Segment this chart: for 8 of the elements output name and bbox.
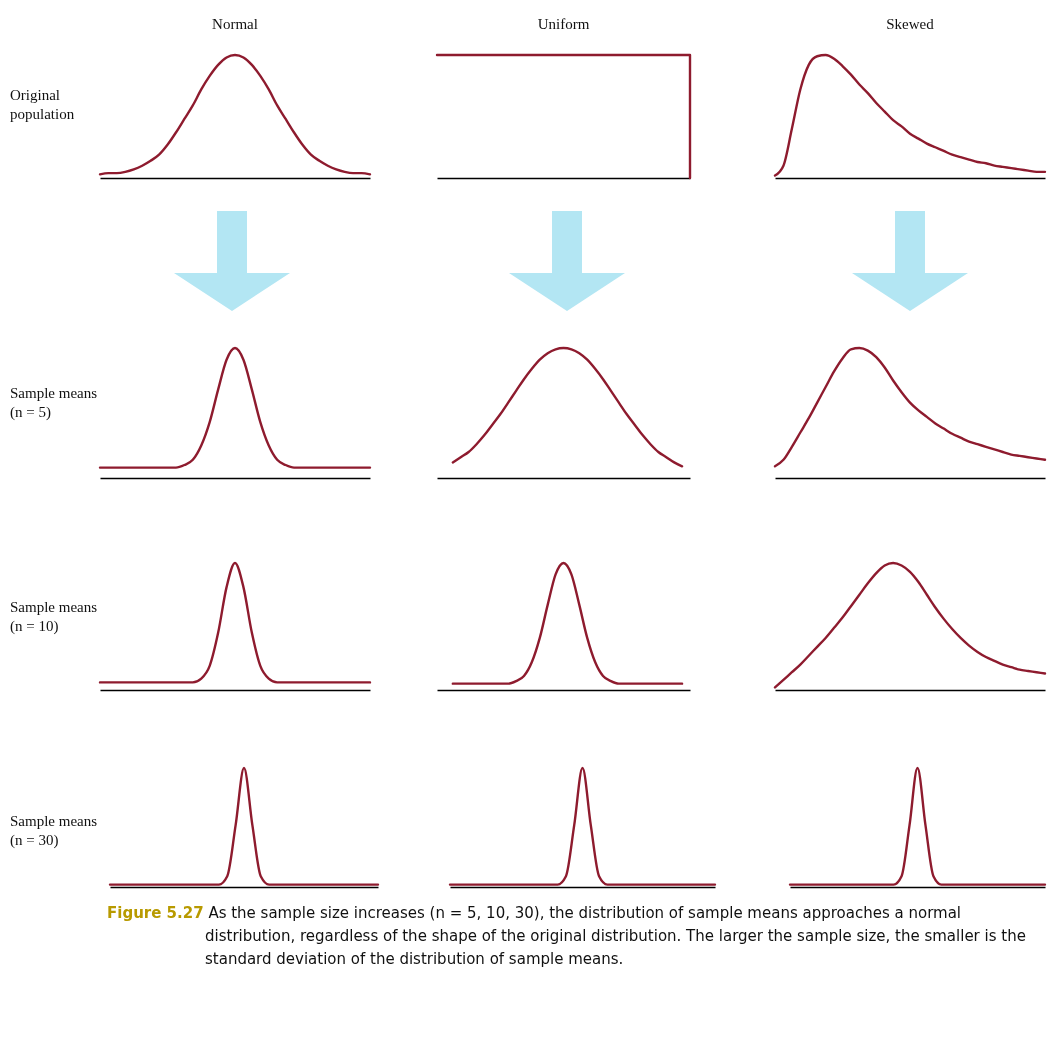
chart-title: Normal	[212, 15, 258, 32]
y-axis-title: Sample means (n = 30)	[10, 812, 99, 850]
y-axis-title: Sample means (n = 10)	[10, 598, 99, 636]
y-axis-title: Sample means (n = 5)	[10, 384, 99, 422]
y-axis-title: Original population	[10, 86, 76, 124]
chart-title: Skewed	[886, 15, 935, 32]
chart-title: Uniform	[537, 15, 590, 32]
caption: Figure 5.27 As the sample size increases (n = 5, 10, 30), the distribution of sample means approaches a normal distribution, regardless of the shape of the original distribution. The larger the sample size, the smaller is the standard deviation of the distribution of sample means.	[107, 903, 1027, 970]
